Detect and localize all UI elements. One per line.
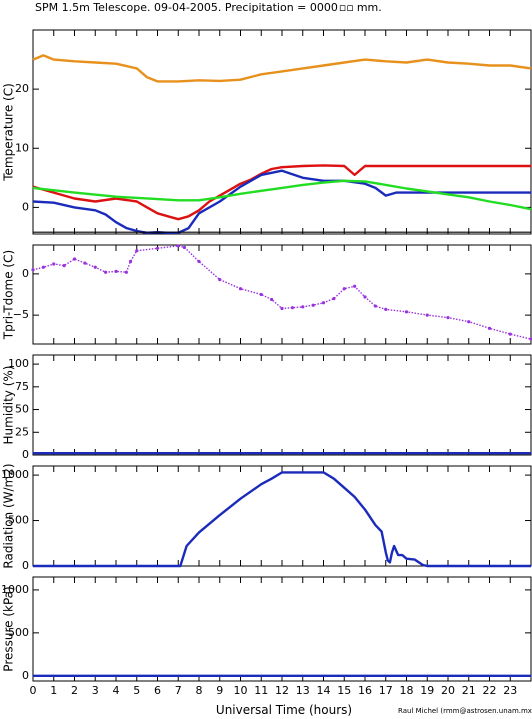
panel-1: −5 0 Tpri-Tdome (C) [2, 244, 532, 345]
title-unit: mm. [357, 1, 382, 14]
chart-title: SPM 1.5m Telescope. 09-04-2005. Precipit… [35, 1, 382, 14]
x-tick-label: 2 [71, 684, 78, 697]
x-tick-label: 23 [503, 684, 517, 697]
panel-frame [32, 465, 532, 567]
x-tick-label: 1 [50, 684, 57, 697]
x-tick-label: 20 [441, 684, 455, 697]
x-tick-label: 17 [379, 684, 393, 697]
y-tick-label: 50 [15, 403, 29, 416]
x-tick-label: 9 [216, 684, 223, 697]
y-axis-label: Temperature (C) [2, 83, 16, 182]
x-tick-label: 7 [175, 684, 182, 697]
credit-text: Raul Michel (rmm@astrosen.unam.mx) [398, 707, 532, 715]
x-tick-label: 16 [358, 684, 372, 697]
y-tick-label: 0 [22, 669, 29, 682]
x-tick-label: 3 [92, 684, 99, 697]
x-tick-label: 11 [254, 684, 268, 697]
x-axis-label: Universal Time (hours) [216, 703, 352, 717]
panel-frame [32, 576, 532, 682]
x-tick-label: 12 [275, 684, 289, 697]
data-point [135, 249, 139, 253]
x-tick-label: 18 [400, 684, 414, 697]
panel-frame [32, 244, 532, 345]
y-axis-label: Radiation (W/m2) [2, 463, 16, 568]
y-tick-label: 1000 [1, 583, 29, 596]
x-tick-label: 6 [154, 684, 161, 697]
y-tick-label: 0 [22, 448, 29, 461]
y-axis-label: Humidity (%) [2, 366, 16, 445]
x-tick-label: 22 [483, 684, 497, 697]
panel-frame [32, 354, 532, 456]
y-tick-label: 1000 [1, 468, 29, 481]
y-tick-label: 20 [15, 82, 29, 95]
data-point [114, 269, 118, 273]
x-tick-label: 8 [196, 684, 203, 697]
y-tick-label: 0 [22, 267, 29, 280]
panel-frame [32, 29, 532, 235]
x-tick-label: 19 [420, 684, 434, 697]
y-axis-label: Tpri-Tdome (C) [2, 250, 16, 340]
y-tick-label: 25 [15, 425, 29, 438]
y-axis-label: Pressure (kPa) [2, 586, 16, 671]
square-glyph: ▫▫ [339, 1, 354, 14]
data-point [290, 306, 294, 310]
y-tick-label: −5 [13, 308, 29, 321]
x-tick-label: 5 [133, 684, 140, 697]
y-tick-label: 100 [8, 357, 29, 370]
series-purple [31, 244, 532, 341]
x-tick-label: 13 [296, 684, 310, 697]
x-tick-label: 0 [30, 684, 37, 697]
x-tick-label: 4 [113, 684, 120, 697]
x-tick-label: 10 [234, 684, 248, 697]
x-tick-label: 14 [317, 684, 331, 697]
y-tick-label: 75 [15, 380, 29, 393]
y-tick-label: 500 [8, 514, 29, 527]
series-line-blue [33, 471, 531, 568]
series-line-orange [32, 54, 532, 83]
series-line-green [32, 179, 532, 211]
y-tick-label: 500 [8, 626, 29, 639]
series-line-purple [32, 245, 532, 340]
y-tick-label: 10 [15, 141, 29, 154]
y-tick-label: 0 [22, 200, 29, 213]
x-tick-label: 15 [337, 684, 351, 697]
x-tick-label: 21 [462, 684, 476, 697]
y-tick-label: 0 [22, 559, 29, 572]
series-line-blue [32, 169, 531, 234]
